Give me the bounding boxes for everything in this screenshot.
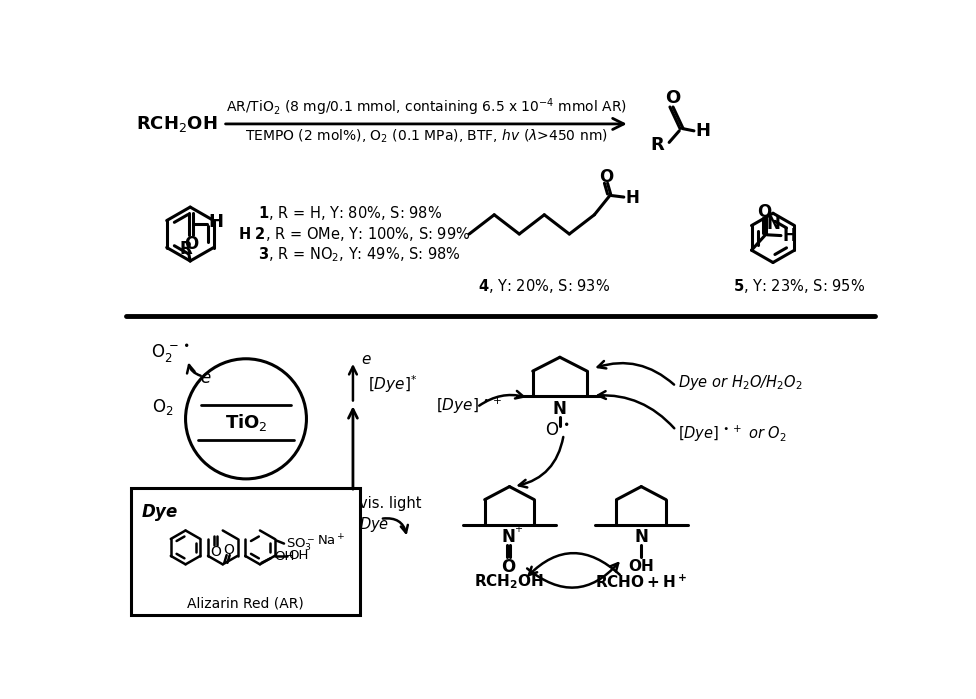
Text: Alizarin Red (AR): Alizarin Red (AR) bbox=[186, 596, 304, 610]
Text: OH: OH bbox=[629, 559, 654, 574]
Text: $\mathbf{H}$ $\mathbf{2}$, R = OMe, Y: 100%, S: 99%: $\mathbf{H}$ $\mathbf{2}$, R = OMe, Y: 1… bbox=[238, 225, 470, 243]
Text: $\mathbf{1}$, R = H, Y: 80%, S: 98%: $\mathbf{1}$, R = H, Y: 80%, S: 98% bbox=[258, 204, 442, 222]
Text: $[Dye]^{\,\bullet+}$: $[Dye]^{\,\bullet+}$ bbox=[436, 396, 503, 416]
Text: O: O bbox=[757, 203, 772, 221]
Text: $\mathbf{5}$, Y: 23%, S: 95%: $\mathbf{5}$, Y: 23%, S: 95% bbox=[733, 278, 865, 296]
Text: R: R bbox=[651, 136, 665, 154]
Text: $[Dye]^{\,\bullet+}$ or O$_2$: $[Dye]^{\,\bullet+}$ or O$_2$ bbox=[678, 424, 788, 445]
Text: RCH$_2$OH: RCH$_2$OH bbox=[136, 114, 218, 134]
Text: N: N bbox=[501, 528, 515, 547]
Text: $\mathbf{3}$, R = NO$_2$, Y: 49%, S: 98%: $\mathbf{3}$, R = NO$_2$, Y: 49%, S: 98% bbox=[258, 245, 461, 264]
Text: $\mathbf{RCHO + H^+}$: $\mathbf{RCHO + H^+}$ bbox=[595, 573, 687, 591]
Text: N: N bbox=[553, 400, 567, 418]
Text: OH: OH bbox=[289, 549, 309, 563]
Text: OH: OH bbox=[274, 550, 295, 563]
Text: O: O bbox=[224, 544, 234, 558]
Text: $\mathbf{4}$, Y: 20%, S: 93%: $\mathbf{4}$, Y: 20%, S: 93% bbox=[478, 278, 611, 296]
Text: $Dye$: $Dye$ bbox=[359, 515, 389, 534]
Text: vis. light: vis. light bbox=[359, 496, 422, 511]
Text: TiO$_2$: TiO$_2$ bbox=[224, 412, 267, 433]
Bar bbox=[132, 488, 360, 615]
Text: TEMPO (2 mol%), O$_2$ (0.1 MPa), BTF, $hv$ ($\lambda$>450 nm): TEMPO (2 mol%), O$_2$ (0.1 MPa), BTF, $h… bbox=[245, 127, 608, 145]
Text: $\mathbf{RCH_2OH}$: $\mathbf{RCH_2OH}$ bbox=[474, 572, 545, 591]
Text: O: O bbox=[502, 558, 516, 576]
Text: O: O bbox=[183, 235, 198, 253]
Text: SO$_3^-$: SO$_3^-$ bbox=[286, 537, 315, 554]
Text: O: O bbox=[599, 168, 613, 186]
Text: $[Dye]^{*}$: $[Dye]^{*}$ bbox=[369, 373, 418, 395]
Text: $^+$: $^+$ bbox=[511, 524, 523, 538]
Text: Na$^+$: Na$^+$ bbox=[317, 533, 346, 548]
Text: N: N bbox=[634, 528, 648, 547]
Text: $\boldsymbol{Dye}$: $\boldsymbol{Dye}$ bbox=[141, 502, 178, 523]
Text: O$^{\,\bullet}$: O$^{\,\bullet}$ bbox=[546, 421, 570, 440]
Text: H: H bbox=[696, 122, 711, 140]
Text: $Dye$ or H$_2$O/H$_2$O$_2$: $Dye$ or H$_2$O/H$_2$O$_2$ bbox=[678, 373, 803, 392]
Text: R: R bbox=[180, 240, 192, 258]
Text: H: H bbox=[626, 189, 639, 207]
Text: H: H bbox=[783, 227, 796, 245]
Text: H: H bbox=[209, 213, 224, 231]
Text: e: e bbox=[201, 369, 211, 387]
Text: O: O bbox=[210, 545, 221, 559]
Text: AR/TiO$_2$ (8 mg/0.1 mmol, containing 6.5 x 10$^{-4}$ mmol AR): AR/TiO$_2$ (8 mg/0.1 mmol, containing 6.… bbox=[226, 96, 627, 117]
Text: O$_2$: O$_2$ bbox=[151, 397, 173, 417]
Text: e: e bbox=[361, 352, 371, 367]
Text: O: O bbox=[665, 89, 680, 107]
Text: N: N bbox=[766, 215, 780, 233]
Text: O$_2^{\,-\bullet}$: O$_2^{\,-\bullet}$ bbox=[150, 343, 189, 364]
